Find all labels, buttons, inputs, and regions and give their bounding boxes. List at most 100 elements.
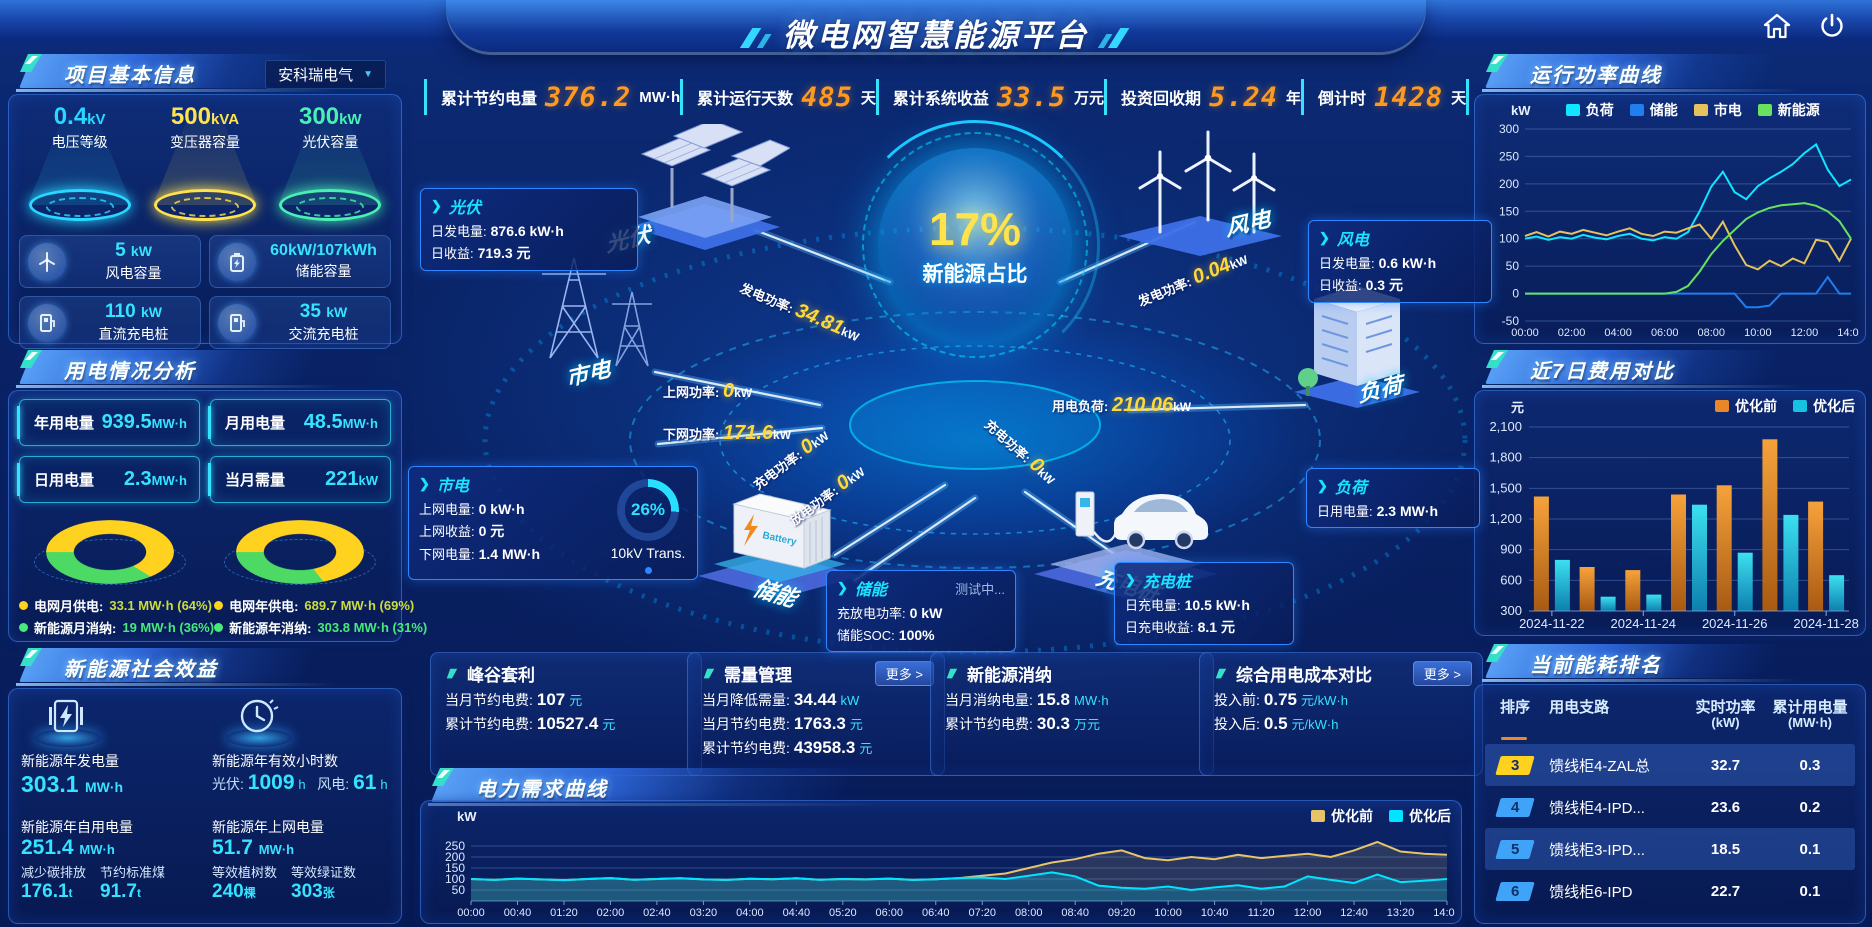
renewable-share-sphere: 17% 新能源占比	[850, 120, 1100, 370]
cumulative-energy: 0.2	[1799, 798, 1821, 816]
benefit-submetric-value: 176.1t	[21, 881, 73, 902]
usage-stat: 年用电量 939.5MW·h	[17, 399, 200, 446]
branch-name: 馈线柜4-IPD...	[1549, 799, 1645, 817]
panel-title: 当前能耗排名	[1530, 655, 1662, 677]
storage-callout-row: 储能SOC: 100%	[837, 627, 935, 643]
legend-swatch-icon	[1793, 400, 1807, 412]
panel-title: 新能源社会效益	[64, 659, 218, 681]
svg-text:-50: -50	[1502, 314, 1520, 328]
benefit-metric-value: 51.7 MW·h	[212, 836, 295, 859]
home-icon[interactable]	[1762, 12, 1792, 40]
panel-corner-icon	[1486, 54, 1508, 72]
benefit-metric-column: 新能源年自用电量 251.4 MW·h 减少碳排放 176.1t 节约标准煤 91.7t	[21, 817, 202, 919]
card-row: 投入后: 0.5 元/kW·h	[1214, 714, 1339, 733]
benefit-gen-label: 新能源年发电量	[21, 753, 119, 769]
capacity-card-text: 35 kW 交流充电桩	[265, 301, 382, 344]
storage-node: Battery	[692, 466, 867, 606]
grid-callout-row: 上网电量: 0 kW·h	[419, 501, 525, 517]
cost-panel-body: 元 优化前 优化后 300 600 900 1,200 1,500 1,800 2,100 202…	[1474, 390, 1866, 636]
legend-label: 电网月供电:	[34, 599, 104, 614]
benefit-submetric: 等效植树数 240棵	[212, 862, 277, 903]
svg-text:600: 600	[1500, 572, 1522, 587]
capacity-card-value: 60kW/107kWh	[270, 242, 377, 259]
legend-label: 新能源月消纳:	[34, 621, 117, 636]
table-row[interactable]: 4 馈线柜4-IPD... 23.6 0.2	[1485, 786, 1855, 828]
kpi-label: 累计运行天数	[697, 91, 794, 108]
card-row: 累计节约电费: 43958.3 元	[702, 738, 873, 757]
pv-callout-row: 日收益: 719.3 元	[431, 245, 531, 261]
usage-stat-value: 939.5MW·h	[101, 411, 187, 433]
svg-text:04:00: 04:00	[1604, 327, 1632, 339]
usage-panel-body: 年用电量 939.5MW·h 月用电量 48.5MW·h 日用电量 2.3MW·h 当月需量…	[8, 390, 427, 642]
grid-callout-title: ❯ 市电	[419, 476, 469, 495]
capacity-card-text: 60kW/107kWh 储能容量	[265, 242, 382, 281]
rank-badge: 3	[1485, 755, 1545, 775]
card-peak-valley: 峰谷套利 当月节约电费: 107 元累计节约电费: 10527.4 元	[430, 652, 702, 776]
svg-text:08:40: 08:40	[1061, 907, 1089, 919]
table-row[interactable]: 3 馈线柜4-ZAL总 32.7 0.3	[1485, 744, 1855, 787]
ranking-header-cell: 排序	[1500, 699, 1531, 716]
table-row[interactable]: 5 馈线柜3-IPD... 18.5 0.1	[1485, 828, 1855, 871]
donut-legend: 电网月供电: 33.1 MW·h (64%) 电网年供电: 689.7 MW·h …	[19, 596, 427, 637]
cost-legend: 优化前 优化后	[1715, 396, 1855, 416]
card-row: 当月节约电费: 1763.3 元	[702, 714, 863, 733]
more-button[interactable]: 更多 >	[874, 661, 934, 686]
card-row: 当月节约电费: 107 元	[445, 690, 583, 709]
svg-text:12:40: 12:40	[1340, 907, 1368, 919]
demand-panel-body: kW 优化前 优化后 50 100 150 200 250 00:00 00:40 01:20 02…	[420, 800, 1462, 924]
svg-text:100: 100	[1499, 232, 1519, 246]
company-select[interactable]: 安科瑞电气 ▼	[265, 60, 386, 89]
flow-label: 下网功率: 171.6kW	[663, 422, 792, 444]
svg-text:07:20: 07:20	[968, 907, 996, 919]
flow-label: 上网功率: 0kW	[663, 380, 753, 402]
benefit-metric: 新能源年自用电量 251.4 MW·h	[21, 817, 202, 860]
svg-text:0: 0	[1512, 287, 1519, 301]
demand-unit-label: kW	[457, 808, 477, 824]
legend-item: 负荷	[1565, 100, 1614, 120]
ranking-header-cell: 累计用电量 (MW·h)	[1772, 699, 1848, 731]
card-row: 当月消纳电量: 15.8 MW·h	[945, 690, 1109, 709]
cone-label: 电压等级	[51, 134, 108, 150]
demand-chart: 50 100 150 200 250 00:00 00:40 01:20 02:00 02:40 0…	[427, 829, 1461, 919]
benefit-submetric: 等效绿证数 303张	[291, 862, 356, 903]
svg-text:1,200: 1,200	[1489, 511, 1522, 526]
more-button[interactable]: 更多 >	[1412, 661, 1472, 686]
branch-name: 馈线柜6-IPD	[1549, 883, 1633, 901]
benefit-submetric-value: 303张	[291, 881, 335, 902]
clock-icon	[240, 699, 279, 733]
chevron-down-icon: ▼	[363, 69, 373, 80]
ranking-panel-header: 当前能耗排名	[1474, 642, 1864, 682]
svg-text:02:40: 02:40	[643, 907, 671, 919]
arrow-icon: ❯	[1125, 572, 1136, 587]
benefit-submetric-value: 91.7t	[100, 881, 141, 902]
svg-text:01:20: 01:20	[550, 907, 578, 919]
realtime-power: 22.7	[1710, 882, 1741, 900]
power-icon[interactable]	[1818, 12, 1846, 40]
benefit-gen-value: 303.1 MW·h	[21, 771, 124, 797]
panel-title: 电力需求曲线	[476, 779, 608, 801]
kpi-value: 1428	[1374, 81, 1444, 113]
benefit-metric-column: 新能源年上网电量 51.7 MW·h 等效植树数 240棵 等效绿证数 303张	[212, 817, 393, 919]
load-callout-row: 日用电量: 2.3 MW·h	[1317, 503, 1439, 519]
svg-text:04:40: 04:40	[783, 907, 811, 919]
svg-text:100: 100	[445, 872, 465, 886]
usage-stat-label: 年用电量	[34, 415, 95, 432]
legend-item: 市电	[1693, 100, 1742, 120]
legend-label: 储能	[1649, 102, 1678, 118]
panel-corner-icon	[1486, 644, 1508, 662]
svg-text:10:00: 10:00	[1744, 327, 1772, 339]
ranking-header-cell: 实时功率 (kW)	[1695, 699, 1756, 731]
kpi-item: 投资回收期 5.24 年	[1103, 79, 1301, 115]
capacity-cones: 0.4kV 电压等级 500kVA 变压器容量 300kW 光伏容量	[17, 101, 393, 229]
benefit-panel-body: 新能源年发电量 303.1 MW·h 新能源年有效小时数 光伏: 1009 h …	[8, 688, 402, 924]
svg-text:14:00: 14:00	[1837, 327, 1859, 339]
cone-ring-icon	[28, 189, 131, 221]
benefit-submetric: 节约标准煤 91.7t	[100, 862, 165, 903]
card-row: 当月降低需量: 34.44 kW	[702, 690, 860, 709]
benefit-hours-pv: 光伏: 1009 h 风电: 61 h	[212, 771, 388, 794]
svg-text:250: 250	[445, 839, 465, 853]
card-cost-compare: 综合用电成本对比 更多 > 投入前: 0.75 元/kW·h 投入后: 0.5 元/kW·h	[1199, 652, 1483, 776]
table-row[interactable]: 6 馈线柜6-IPD 22.7 0.1	[1485, 870, 1855, 912]
legend-dot-icon	[19, 601, 28, 610]
arrow-icon: ❯	[419, 476, 430, 491]
